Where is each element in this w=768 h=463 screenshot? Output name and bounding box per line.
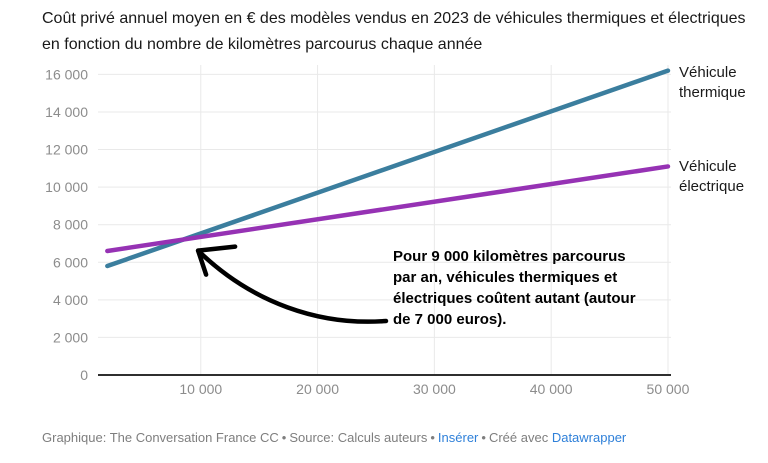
y-tick-label: 0 (80, 367, 88, 383)
footer-source: Source: Calculs auteurs (289, 430, 428, 445)
annotation-text: Pour 9 000 kilomètres parcourus par an, … (393, 246, 693, 330)
y-tick-label: 14 000 (45, 104, 88, 120)
series-line-electrique (105, 164, 671, 254)
annotation-line: de 7 000 euros). (393, 311, 507, 328)
y-tick-label: 6 000 (53, 254, 88, 270)
y-tick-label: 8 000 (53, 217, 88, 233)
y-tick-label: 2 000 (53, 329, 88, 345)
footer-created-with: Créé avec (488, 430, 549, 445)
y-tick-label: 16 000 (45, 66, 88, 82)
footer-separator: • (430, 430, 435, 445)
annotation-arrow-curve (195, 248, 389, 324)
annotation-arrowhead (195, 244, 238, 277)
footer-credit: Graphique: The Conversation France CC (42, 430, 279, 445)
x-tick-label: 20 000 (296, 381, 339, 397)
series-label-electrique: Véhicule électrique (679, 158, 745, 195)
x-tick-label: 40 000 (530, 381, 573, 397)
footer: Graphique: The Conversation France CC • So… (42, 430, 742, 445)
annotation-line: électriques coûtent autant (autour (393, 290, 636, 307)
series-line-thermique (105, 68, 671, 269)
footer-separator: • (481, 430, 486, 445)
y-tick-label: 10 000 (45, 179, 88, 195)
annotation-line: Pour 9 000 kilomètres parcourus (393, 248, 626, 265)
x-tick-label: 10 000 (179, 381, 222, 397)
chart-title: Coût privé annuel moyen en € des modèles… (42, 10, 746, 53)
y-tick-label: 12 000 (45, 142, 88, 158)
y-tick-label: 4 000 (53, 292, 88, 308)
series-label-thermique: Véhicule thermique (679, 64, 746, 101)
embed-link[interactable]: Insérer (437, 430, 479, 445)
x-tick-label: 30 000 (413, 381, 456, 397)
datawrapper-link[interactable]: Datawrapper (551, 430, 627, 445)
footer-separator: • (281, 430, 287, 445)
x-tick-label: 50 000 (647, 381, 690, 397)
annotation-line: par an, véhicules thermiques et (393, 269, 618, 286)
